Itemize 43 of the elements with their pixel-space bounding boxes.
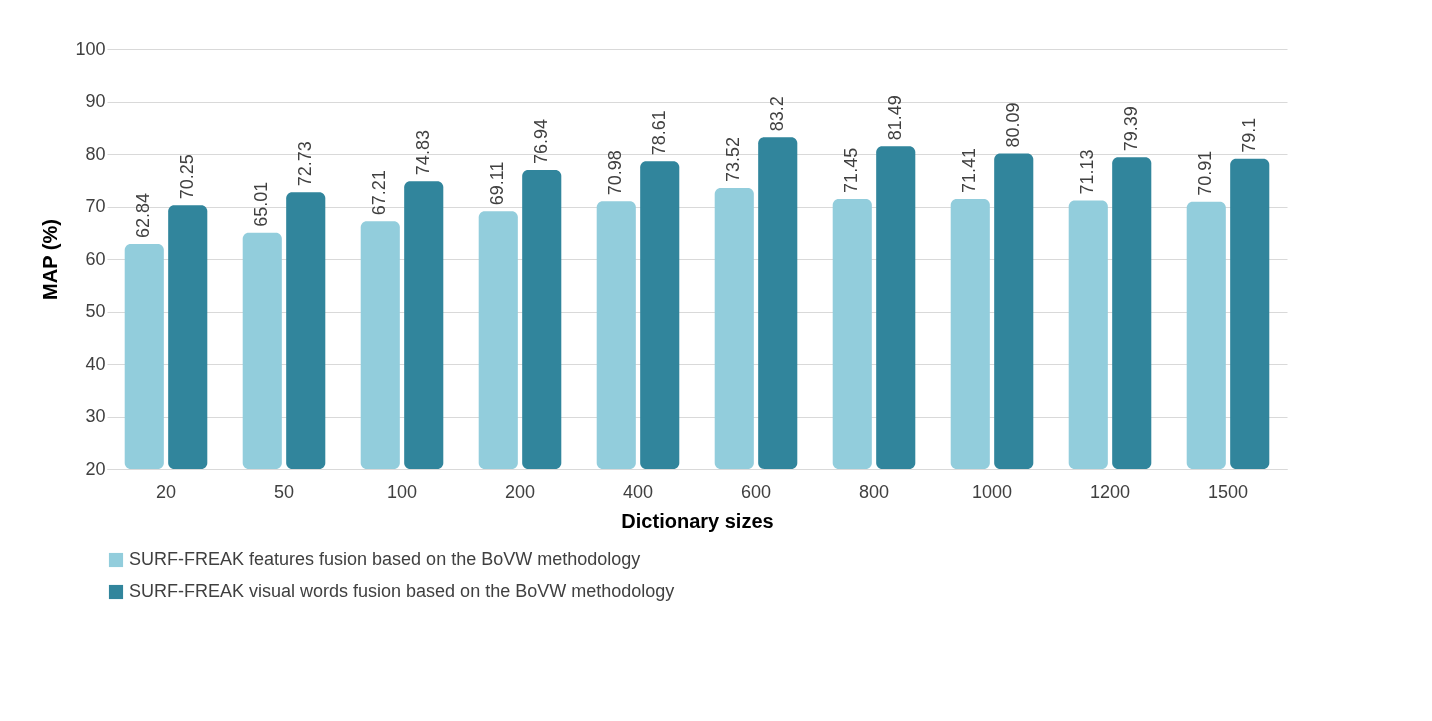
- data-label: 71.41: [959, 148, 980, 194]
- data-label: 62.84: [133, 193, 154, 239]
- data-label: 70.25: [176, 154, 197, 200]
- y-tick-label: 80: [85, 143, 106, 164]
- data-label: 71.45: [841, 147, 862, 193]
- legend-label: SURF-FREAK visual words fusion based on the BoVW methodology: [129, 581, 675, 601]
- x-axis-title: Dictionary sizes: [621, 509, 774, 532]
- data-label: 70.98: [605, 150, 626, 196]
- data-label: 70.91: [1195, 150, 1216, 196]
- y-tick-label: 20: [85, 458, 106, 479]
- data-label: 80.09: [1002, 102, 1023, 148]
- x-tick-label: 600: [740, 481, 772, 502]
- data-label: 67.21: [369, 170, 390, 216]
- y-tick-label: 30: [85, 406, 106, 426]
- x-tick-label: 1200: [1089, 481, 1131, 502]
- y-tick-label: 40: [85, 353, 106, 374]
- data-label: 74.83: [412, 130, 433, 176]
- data-label: 79.39: [1120, 106, 1141, 152]
- data-label: 79.1: [1238, 117, 1259, 153]
- data-label: 72.73: [294, 141, 315, 187]
- x-tick-label: 800: [858, 481, 890, 502]
- x-tick-label: 1500: [1207, 481, 1249, 502]
- data-label: 78.61: [648, 110, 669, 156]
- y-tick-label: 100: [75, 38, 106, 59]
- x-tick-label: 50: [273, 481, 295, 502]
- x-tick-label: 200: [504, 481, 536, 502]
- x-tick-label: 1000: [971, 481, 1013, 502]
- data-label: 76.94: [530, 119, 551, 165]
- y-tick-label: 60: [85, 248, 106, 269]
- data-label: 69.11: [487, 161, 508, 206]
- data-label: 71.13: [1077, 149, 1098, 195]
- y-tick-label: 70: [85, 196, 106, 216]
- x-tick-label: 20: [155, 481, 177, 502]
- x-tick-label: 100: [386, 481, 418, 502]
- data-label: 73.52: [723, 136, 744, 183]
- y-tick-label: 90: [85, 91, 106, 111]
- data-label: 83.2: [766, 96, 787, 132]
- y-axis-title: MAP (%): [39, 219, 62, 300]
- y-tick-label: 50: [85, 301, 106, 321]
- legend-label: SURF-FREAK features fusion based on the BoVW methodology: [129, 549, 641, 569]
- data-label: 65.01: [251, 181, 272, 227]
- x-tick-label: 400: [622, 481, 654, 502]
- data-label: 81.49: [884, 95, 905, 141]
